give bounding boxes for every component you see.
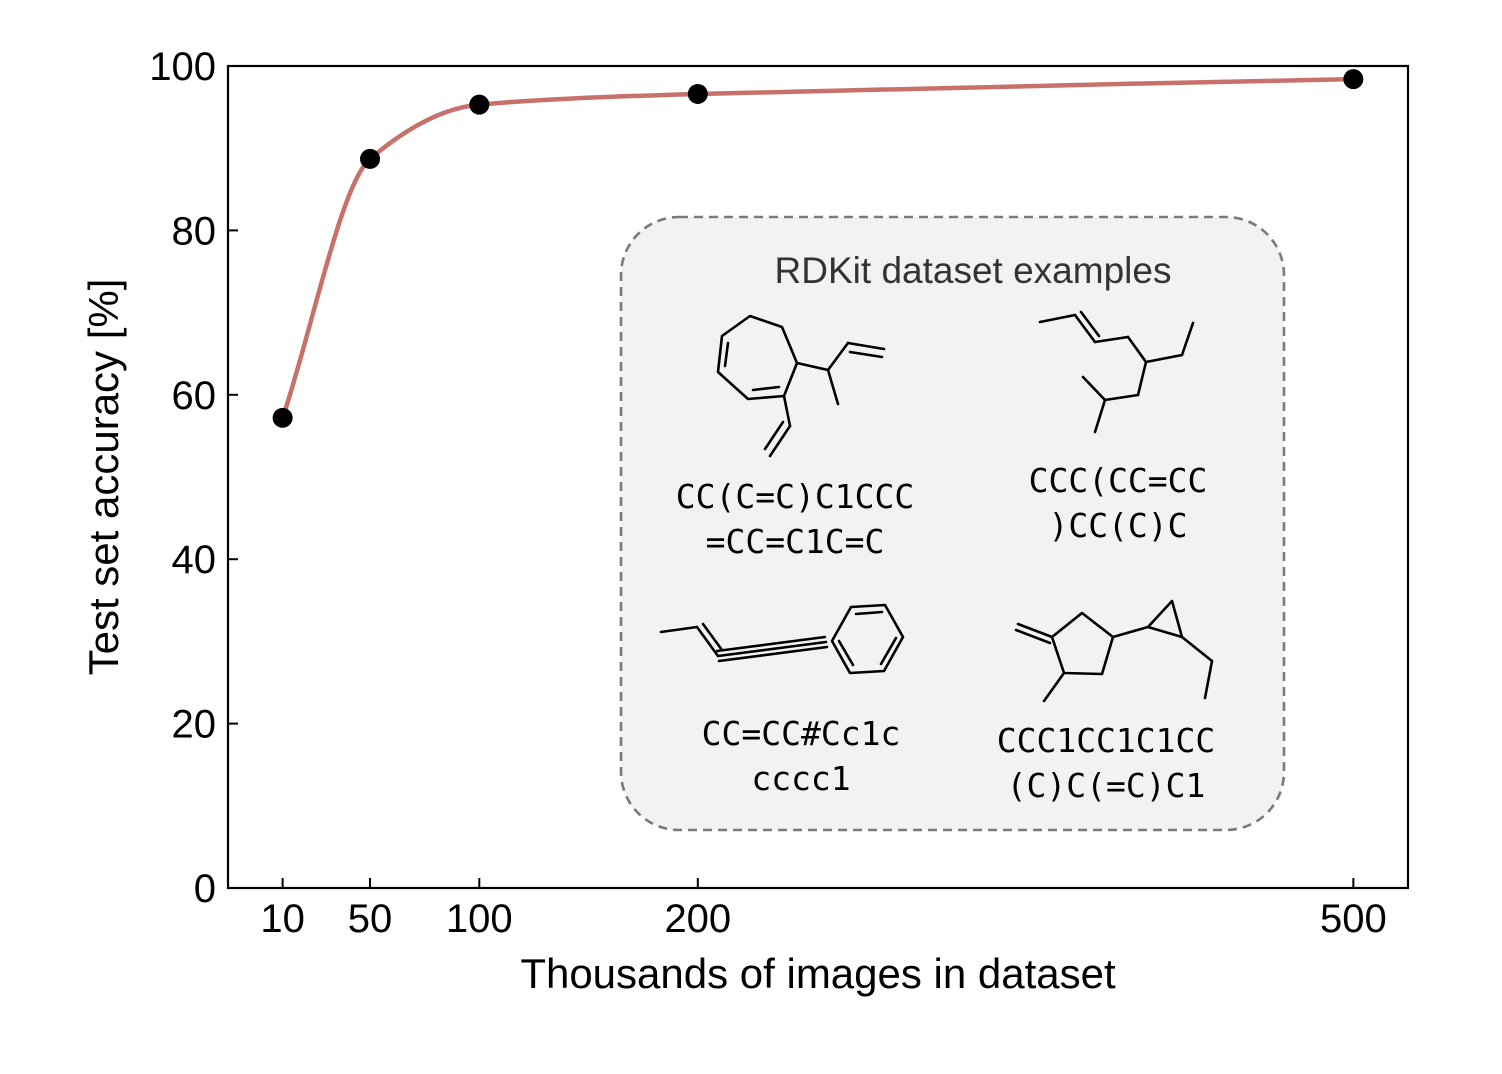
- plot-frame: [226, 64, 1410, 890]
- x-tick-label: 500: [1320, 897, 1387, 941]
- smiles-1-line1: CC(C=C)C1CCC: [676, 477, 914, 516]
- molecule-structure-4: [1014, 599, 1214, 703]
- inset-box: [619, 215, 1286, 832]
- data-point: [272, 407, 293, 428]
- y-axis-label: Test set accuracy [%]: [80, 279, 127, 676]
- molecule-structure-2: [1038, 310, 1195, 434]
- y-axis-ticks: 0 20 40 60 80 100: [149, 45, 238, 911]
- smiles-4-line2: (C)C(=C)C1: [1007, 766, 1206, 805]
- y-tick-label: 80: [172, 209, 217, 253]
- molecule-structure-3: [659, 603, 905, 675]
- smiles-2-line2: )CC(C)C: [1048, 506, 1187, 545]
- data-point: [469, 94, 490, 115]
- smiles-3-line2: cccc1: [751, 759, 850, 798]
- y-tick-label: 40: [172, 538, 217, 582]
- x-tick-label: 10: [260, 897, 305, 941]
- y-tick-label: 60: [172, 374, 217, 418]
- data-point: [360, 148, 381, 169]
- data-point: [687, 83, 708, 104]
- y-tick-label: 20: [172, 703, 217, 747]
- x-tick-label: 50: [348, 897, 393, 941]
- smiles-4-line1: CCC1CC1C1CC: [997, 721, 1216, 760]
- smiles-1-line2: =CC=C1C=C: [706, 522, 885, 561]
- x-tick-label: 100: [446, 897, 513, 941]
- x-axis-ticks: 10 50 100 200 500: [260, 878, 1387, 941]
- data-point: [1343, 69, 1364, 90]
- y-tick-label: 0: [194, 867, 216, 911]
- series-layer: [272, 69, 1364, 428]
- smiles-3-line1: CC=CC#Cc1c: [702, 714, 901, 753]
- inset-title: RDKit dataset examples: [775, 250, 1172, 291]
- x-tick-label: 200: [664, 897, 731, 941]
- x-axis-label: Thousands of images in dataset: [520, 950, 1116, 997]
- smiles-2-line1: CCC(CC=CC: [1029, 461, 1208, 500]
- series-line: [280, 76, 1356, 421]
- inset-panel: RDKit dataset examples CC(C=C)C1CCC =CC=…: [619, 215, 1286, 832]
- y-tick-label: 100: [149, 45, 216, 89]
- molecule-structure-1: [716, 314, 886, 458]
